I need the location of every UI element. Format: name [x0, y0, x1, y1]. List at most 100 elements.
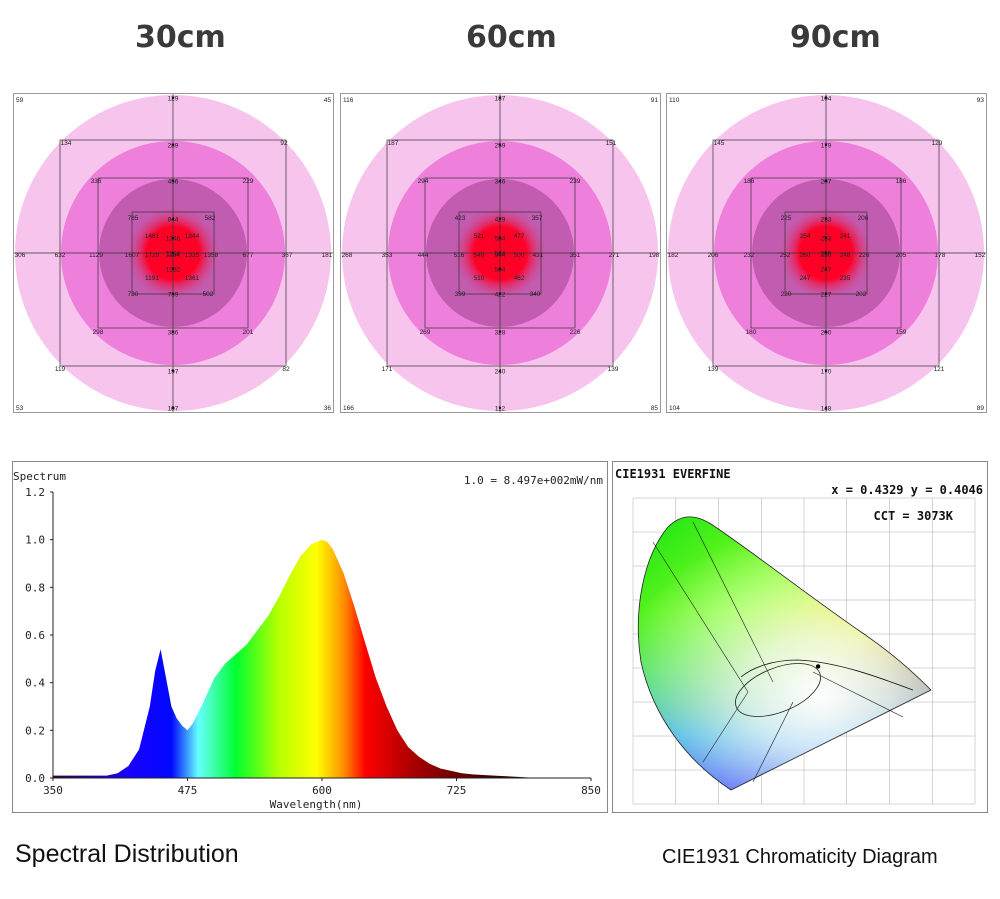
sample-point	[171, 406, 175, 410]
box-large-value: 151	[606, 140, 617, 147]
horizontal-value: 500	[514, 252, 525, 259]
vertical-value: 112	[495, 406, 506, 413]
box-mid-value: 269	[420, 329, 431, 336]
box-mid-value: 186	[896, 178, 907, 185]
horizontal-value: 549	[474, 252, 485, 259]
spectrum-title: Spectrum	[13, 470, 66, 483]
sample-point	[171, 251, 175, 255]
ppfd-panel-60cm: 116 91 166 85 187 259 346 429 554 544 504 422 328 240…	[340, 93, 661, 413]
horizontal-value: 268	[342, 252, 353, 259]
corner-value: 53	[16, 405, 24, 412]
spectrum-curve	[53, 539, 538, 778]
ppfd-panel-30cm: 59 45 53 36 129 289 456 844 1346 1164 1252 739 386 19…	[13, 93, 334, 413]
horizontal-value: 206	[708, 252, 719, 259]
corner-value: 104	[669, 405, 680, 412]
caption-cie-diagram: CIE1931 Chromaticity Diagram	[662, 846, 938, 868]
vertical-value: 259	[821, 251, 832, 258]
sample-point	[498, 267, 502, 271]
sample-point	[171, 369, 175, 373]
box-mid-value: 298	[93, 329, 104, 336]
inner-value: 235	[840, 275, 851, 282]
ppfd-panel-90cm: 110 93 104 89 104 179 207 233 253 259 247 227 200 170…	[666, 93, 987, 413]
box-inner-value: 423	[455, 215, 466, 222]
sample-point	[498, 217, 502, 221]
vertical-value: 544	[495, 251, 506, 258]
box-large-value: 129	[932, 140, 943, 147]
box-inner-value: 202	[856, 291, 867, 298]
sample-point	[824, 96, 828, 100]
horizontal-value: 516	[454, 252, 465, 259]
box-inner-value: 225	[781, 215, 792, 222]
cie-spectral-locus	[637, 516, 932, 791]
box-inner-value: 502	[203, 291, 214, 298]
horizontal-value: 431	[533, 252, 544, 259]
inner-value: 1344	[185, 233, 200, 240]
horizontal-value: 353	[382, 252, 393, 259]
y-tick-label: 0.2	[25, 724, 45, 737]
sample-point	[824, 251, 828, 255]
inner-value: 1191	[145, 275, 159, 282]
vertical-value: 456	[168, 179, 179, 186]
spectrum-scale-note: 1.0 = 8.497e+002mW/nm	[464, 474, 603, 487]
x-tick-label: 725	[447, 784, 467, 797]
vertical-value: 253	[821, 236, 832, 243]
sample-point	[824, 217, 828, 221]
inner-value: 477	[514, 233, 525, 240]
horizontal-value: 306	[15, 252, 26, 259]
inner-value: 247	[800, 275, 811, 282]
sample-point	[824, 143, 828, 147]
box-large-value: 119	[55, 366, 66, 373]
horizontal-value: 544	[495, 252, 506, 259]
sample-point	[824, 292, 828, 296]
panel-title-30cm: 30cm	[135, 20, 226, 55]
cie-chart: CIE1931 EVERFINE x = 0.4329 y = 0.4046 C…	[612, 461, 988, 813]
horizontal-value: 260	[800, 252, 811, 259]
horizontal-value: 351	[570, 252, 581, 259]
y-tick-label: 0.8	[25, 581, 45, 594]
corner-value: 36	[324, 405, 332, 412]
sample-point	[171, 143, 175, 147]
inner-value: 241	[840, 233, 851, 240]
box-mid-value: 294	[418, 178, 429, 185]
horizontal-value: 178	[935, 252, 946, 259]
cie-color-gamut	[638, 516, 931, 791]
sample-point	[171, 236, 175, 240]
sample-point	[498, 251, 502, 255]
sample-point	[498, 292, 502, 296]
vertical-value: 386	[168, 330, 179, 337]
sample-point	[824, 236, 828, 240]
box-inner-value: 340	[530, 291, 541, 298]
horizontal-value: 1729	[145, 252, 160, 259]
x-tick-label: 850	[581, 784, 601, 797]
y-tick-label: 0.0	[25, 772, 45, 785]
inner-value: 1461	[145, 233, 160, 240]
box-mid-value: 229	[243, 178, 254, 185]
corner-value: 89	[977, 405, 985, 412]
sample-point	[498, 179, 502, 183]
horizontal-value: 1129	[89, 252, 103, 259]
vertical-value: 148	[821, 406, 832, 413]
horizontal-value: 252	[780, 252, 791, 259]
box-inner-value: 357	[532, 215, 543, 222]
box-inner-value: 582	[205, 215, 216, 222]
box-large-value: 92	[280, 140, 288, 147]
sample-point	[498, 330, 502, 334]
sample-point	[171, 330, 175, 334]
horizontal-value: 271	[609, 252, 620, 259]
corner-value: 85	[651, 405, 659, 412]
box-inner-value: 206	[858, 215, 869, 222]
spectrum-xlabel: Wavelength(nm)	[270, 798, 363, 811]
vertical-value: 328	[495, 330, 506, 337]
box-large-value: 139	[608, 366, 619, 373]
inner-value: 1361	[185, 275, 200, 282]
horizontal-value: 226	[859, 252, 870, 259]
vertical-value: 346	[495, 179, 506, 186]
vertical-value: 422	[495, 292, 506, 299]
x-tick-label: 350	[43, 784, 63, 797]
vertical-value: 233	[821, 217, 832, 224]
box-large-value: 145	[714, 140, 725, 147]
inner-value: 521	[474, 233, 485, 240]
y-tick-label: 1.0	[25, 534, 45, 547]
corner-value: 110	[669, 97, 680, 104]
vertical-value: 289	[168, 143, 179, 150]
